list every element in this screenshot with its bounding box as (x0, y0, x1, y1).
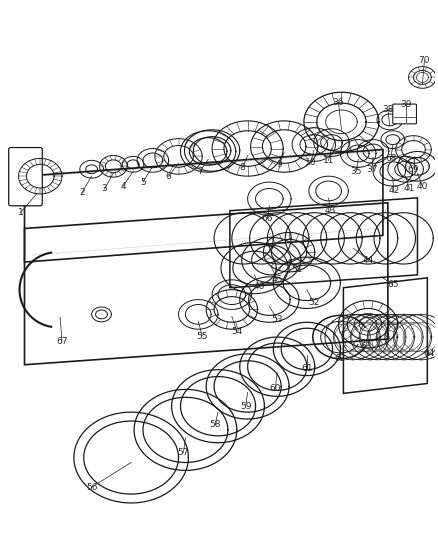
Text: 4: 4 (120, 182, 126, 190)
Text: 63: 63 (360, 343, 372, 351)
Text: 2: 2 (79, 189, 85, 197)
Text: 10: 10 (305, 158, 317, 167)
Text: 64: 64 (424, 349, 435, 358)
Text: 45: 45 (272, 276, 283, 284)
Text: 8: 8 (240, 163, 246, 172)
Text: 66: 66 (261, 214, 273, 223)
Text: 43: 43 (325, 206, 336, 215)
Text: 62: 62 (335, 354, 346, 364)
Text: 65: 65 (387, 280, 399, 289)
Text: 55: 55 (197, 332, 208, 341)
Text: 51: 51 (291, 265, 303, 274)
Text: 60: 60 (269, 384, 281, 393)
Text: 1: 1 (18, 208, 23, 217)
Text: 3: 3 (102, 184, 107, 193)
Text: 58: 58 (209, 421, 221, 430)
Text: 6: 6 (166, 172, 172, 181)
Text: 56: 56 (86, 483, 97, 491)
Text: 54: 54 (231, 327, 243, 336)
Text: 70: 70 (419, 56, 430, 65)
Text: 9: 9 (276, 160, 282, 169)
FancyBboxPatch shape (9, 148, 42, 206)
Text: 5: 5 (140, 177, 146, 187)
Text: 57: 57 (178, 448, 189, 457)
Text: 39: 39 (400, 100, 411, 109)
FancyBboxPatch shape (393, 104, 417, 124)
Text: 52: 52 (308, 298, 319, 307)
Text: 42: 42 (388, 187, 399, 196)
Text: 68: 68 (385, 154, 396, 163)
Text: 53: 53 (272, 315, 283, 324)
Text: 41: 41 (404, 184, 415, 193)
Text: 7: 7 (198, 167, 203, 176)
Text: 36: 36 (333, 98, 344, 107)
Text: 59: 59 (240, 402, 251, 411)
Text: 40: 40 (417, 182, 428, 190)
Text: 46: 46 (254, 282, 265, 291)
Text: 35: 35 (350, 167, 362, 176)
Text: 11: 11 (323, 156, 334, 165)
Text: 44: 44 (363, 256, 374, 264)
Text: 61: 61 (301, 364, 313, 373)
Text: 37: 37 (366, 165, 378, 174)
Text: 69: 69 (408, 165, 419, 174)
Text: 67: 67 (56, 336, 68, 345)
Text: 38: 38 (382, 104, 394, 114)
